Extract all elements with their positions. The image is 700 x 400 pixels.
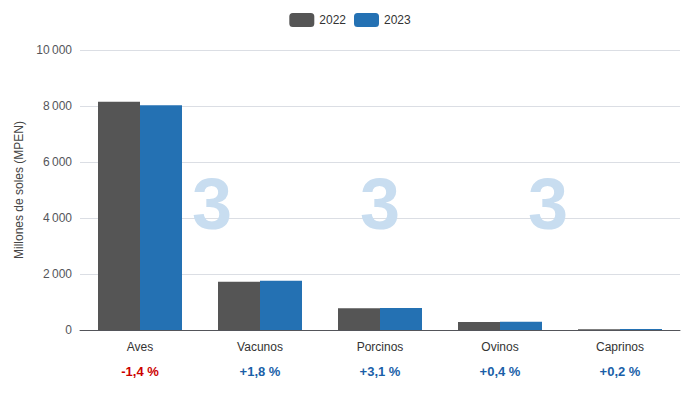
svg-text:Ovinos: Ovinos	[481, 340, 518, 354]
svg-text:3: 3	[528, 164, 568, 244]
svg-text:+1,8 %: +1,8 %	[240, 364, 281, 379]
svg-text:3: 3	[360, 164, 400, 244]
svg-text:10 000: 10 000	[36, 43, 72, 57]
svg-text:2022: 2022	[319, 13, 346, 27]
svg-text:Vacunos: Vacunos	[237, 340, 283, 354]
svg-text:4 000: 4 000	[43, 211, 72, 225]
svg-text:2023: 2023	[384, 13, 411, 27]
svg-text:0: 0	[65, 323, 72, 337]
svg-text:6 000: 6 000	[43, 155, 72, 169]
svg-text:2 000: 2 000	[43, 267, 72, 281]
svg-text:+0,2 %: +0,2 %	[600, 364, 641, 379]
svg-text:Caprinos: Caprinos	[596, 340, 644, 354]
svg-text:3: 3	[192, 164, 232, 244]
svg-text:+3,1 %: +3,1 %	[360, 364, 401, 379]
svg-text:Aves: Aves	[127, 340, 153, 354]
svg-text:8 000: 8 000	[43, 99, 72, 113]
svg-text:Millones de soles (MPEN): Millones de soles (MPEN)	[12, 121, 26, 259]
svg-text:Porcinos: Porcinos	[357, 340, 404, 354]
svg-text:+0,4 %: +0,4 %	[480, 364, 521, 379]
svg-text:-1,4 %: -1,4 %	[121, 364, 159, 379]
